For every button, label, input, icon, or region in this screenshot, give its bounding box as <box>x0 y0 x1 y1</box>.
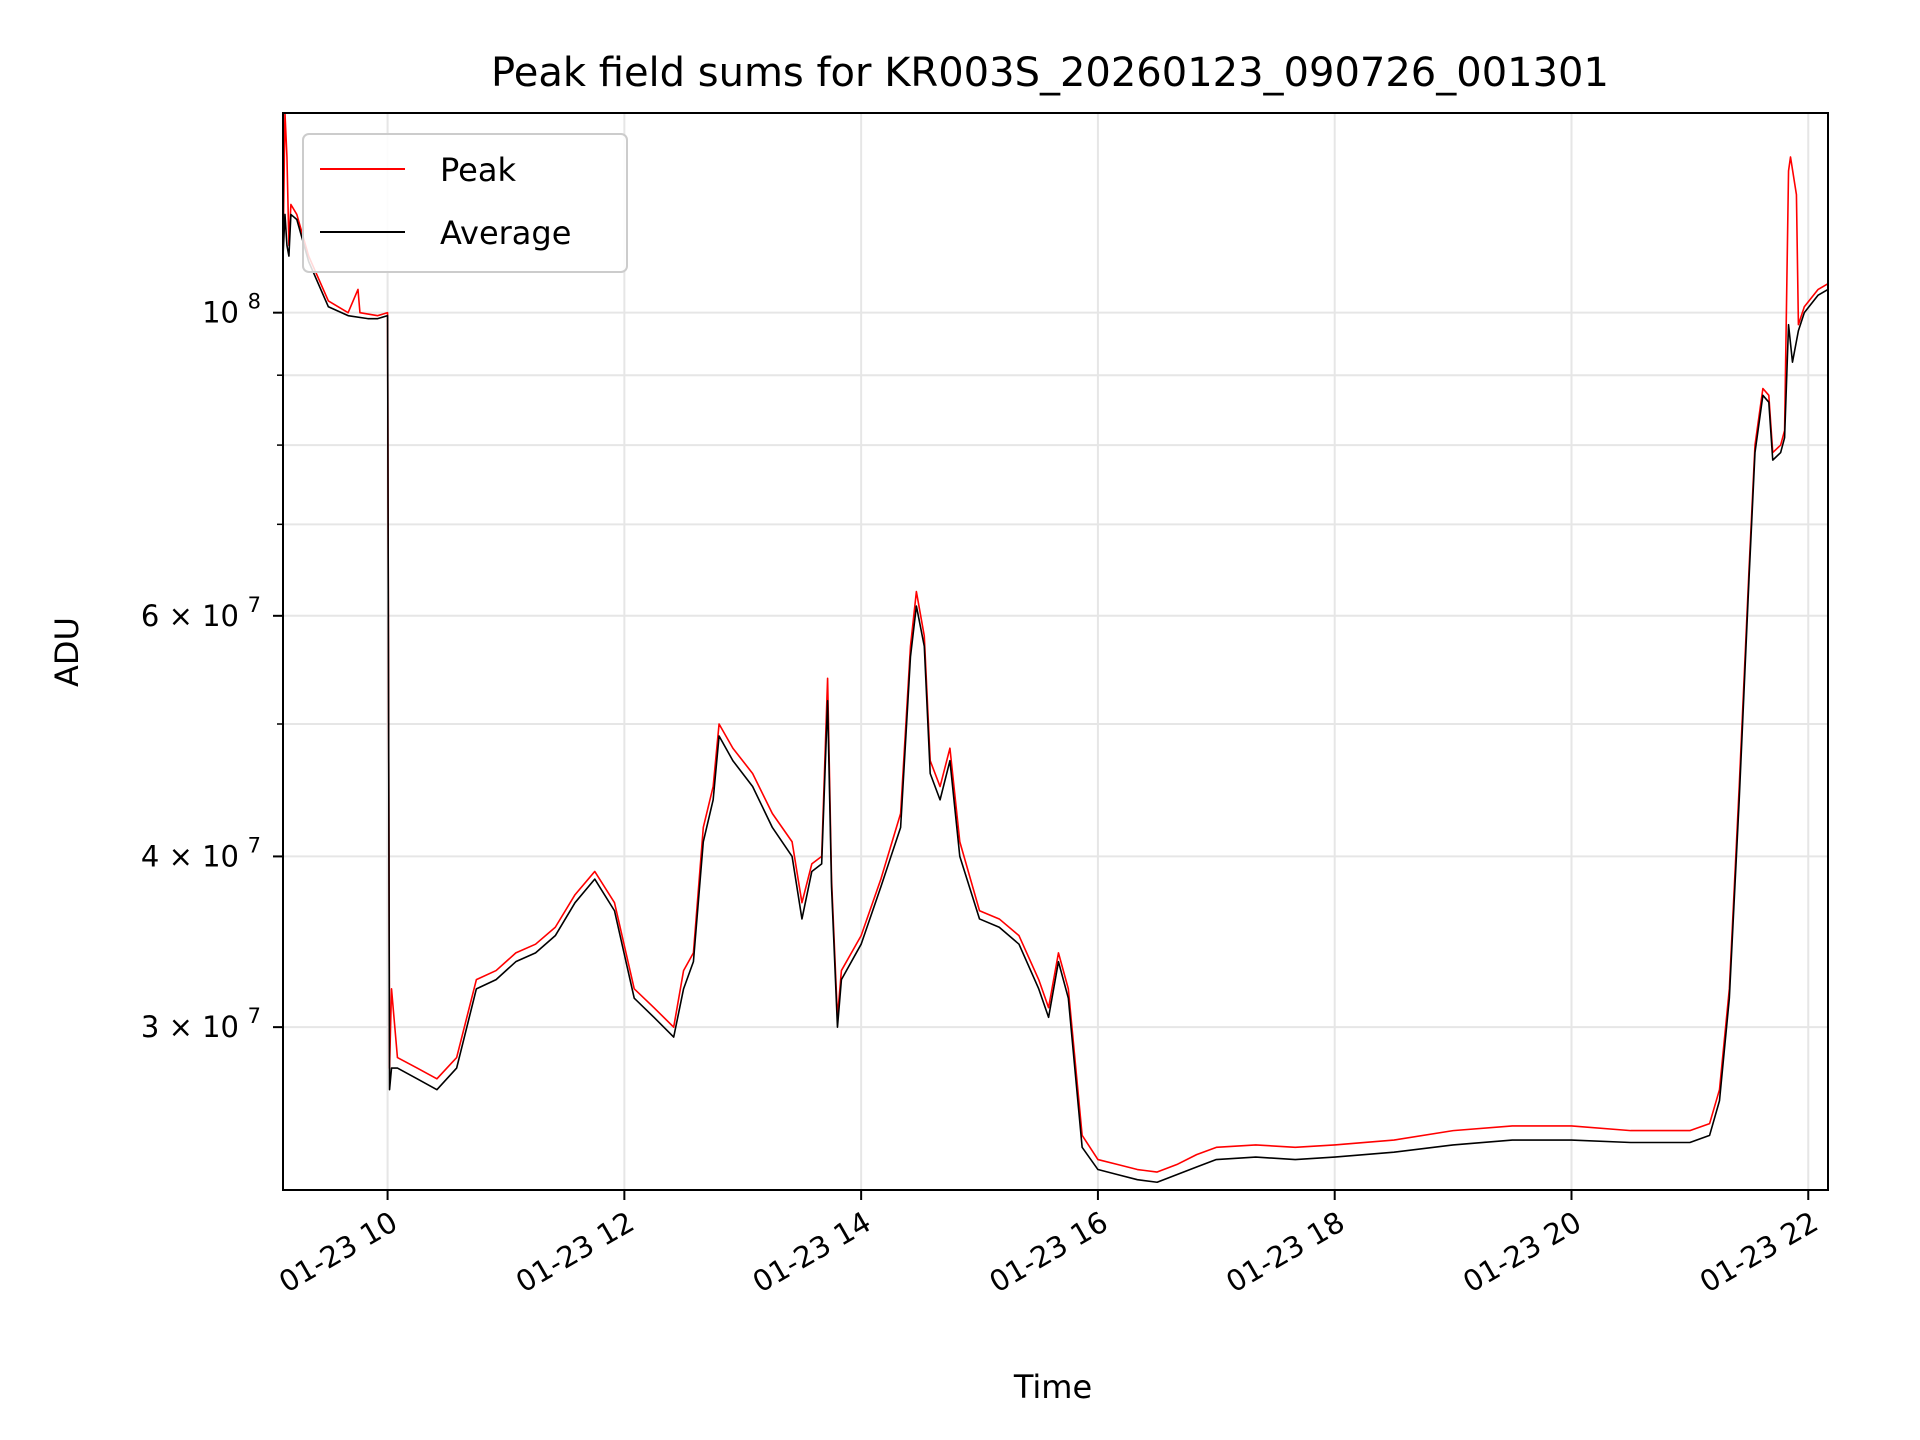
y-tick-label: 10 <box>202 296 239 330</box>
y-axis-ticks: 10 8 6 × 10 7 4 × 10 7 3 × 10 7 <box>141 290 283 1044</box>
y-tick-label: 4 × 10 <box>141 839 239 873</box>
series-lines <box>283 113 1828 1184</box>
y-tick-base: 6 × 10 <box>141 599 239 633</box>
y-tick-exponent: 7 <box>248 1004 261 1028</box>
y-tick-exponent: 8 <box>248 290 261 314</box>
x-axis-label: Time <box>1013 1368 1092 1406</box>
y-tick-label: 6 × 10 <box>141 599 239 633</box>
legend-label-average: Average <box>440 214 571 252</box>
y-tick-exponent: 7 <box>248 593 261 617</box>
y-axis-label: ADU <box>48 617 86 687</box>
y-tick-base: 10 <box>202 296 239 330</box>
series-line-average <box>283 213 1828 1184</box>
y-tick-label: 3 × 10 <box>141 1010 239 1044</box>
legend-label-peak: Peak <box>440 151 516 189</box>
plot-frame <box>282 112 1829 1191</box>
y-tick-base: 4 × 10 <box>141 839 239 873</box>
y-tick-base: 3 × 10 <box>141 1010 239 1044</box>
legend: Peak Average <box>302 133 628 273</box>
chart-title: Peak field sums for KR003S_20260123_0907… <box>491 50 1609 96</box>
grid <box>283 113 1828 1190</box>
y-tick-exponent: 7 <box>248 833 261 857</box>
